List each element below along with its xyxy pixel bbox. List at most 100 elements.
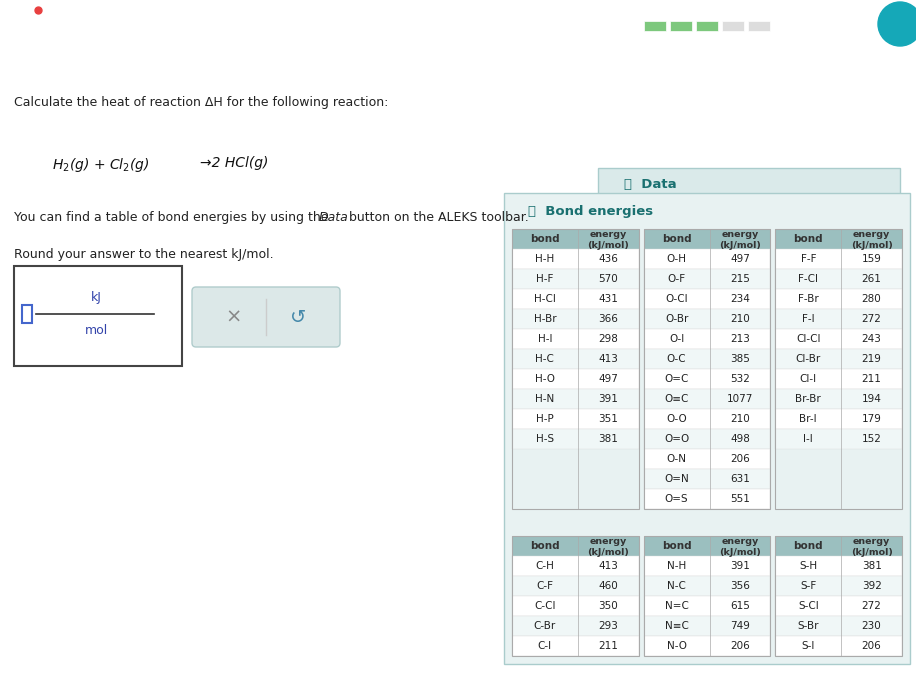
Text: 615: 615 [730,601,750,611]
Text: H$_2$(g) + Cl$_2$(g): H$_2$(g) + Cl$_2$(g) [52,156,149,174]
Bar [644,489,770,509]
Bar [775,576,902,596]
Text: S-H: S-H [799,561,817,571]
Bar [775,369,902,389]
Text: N≡C: N≡C [665,621,689,631]
Bar [644,469,770,489]
Text: 570: 570 [598,274,618,284]
Text: bond: bond [793,541,823,551]
Text: O-Br: O-Br [665,314,688,324]
Text: ×: × [226,307,242,326]
Text: 460: 460 [598,581,618,591]
Text: THERMOCHEMISTRY: THERMOCHEMISTRY [46,5,147,15]
Text: I-I: I-I [803,434,813,444]
Text: O-F: O-F [668,274,686,284]
Text: H-O: H-O [535,374,555,384]
Bar [512,249,638,269]
Text: energy
(kJ/mol): energy (kJ/mol) [719,231,761,249]
Bar [512,389,638,409]
Text: 179: 179 [862,414,881,424]
Bar [775,269,902,289]
Bar [644,269,770,289]
Bar [722,21,744,31]
Text: C-I: C-I [538,641,552,651]
Bar [775,536,902,556]
Text: 152: 152 [862,434,881,444]
Bar [644,576,770,596]
Text: 230: 230 [862,621,881,631]
Bar [512,556,638,576]
Bar [775,429,902,449]
Bar [775,556,902,576]
Text: N-H: N-H [667,561,686,571]
Text: energy
(kJ/mol): energy (kJ/mol) [719,537,761,557]
Text: O=S: O=S [665,494,689,504]
Text: H-C: H-C [536,354,554,364]
Text: Cl-Cl: Cl-Cl [796,334,821,344]
Text: 366: 366 [598,314,618,324]
Bar [512,229,638,509]
Bar [512,289,638,309]
Bar [775,329,902,349]
Bar [644,329,770,349]
Text: energy
(kJ/mol): energy (kJ/mol) [587,231,629,249]
Bar [775,536,902,656]
Text: 194: 194 [862,394,881,404]
Text: 498: 498 [730,434,750,444]
Text: 391: 391 [598,394,618,404]
Text: 211: 211 [598,641,618,651]
Text: C-Br: C-Br [534,621,556,631]
Bar [14,266,182,366]
Bar [775,616,902,636]
Text: bond: bond [530,541,560,551]
Text: O-Cl: O-Cl [665,294,688,304]
Text: 749: 749 [730,621,750,631]
Text: →2 HCl(g): →2 HCl(g) [200,156,268,170]
Text: 298: 298 [598,334,618,344]
Bar [775,229,902,249]
Text: O-H: O-H [667,254,687,264]
Bar [644,229,770,509]
Bar [644,369,770,389]
Text: kJ: kJ [91,291,102,305]
Text: Br-I: Br-I [800,414,817,424]
Text: 206: 206 [730,641,750,651]
Bar [512,369,638,389]
Text: 391: 391 [730,561,750,571]
Text: 261: 261 [862,274,881,284]
Text: H-Br: H-Br [534,314,556,324]
Text: 280: 280 [862,294,881,304]
Text: 219: 219 [862,354,881,364]
Text: S-I: S-I [802,641,815,651]
Text: O=C: O=C [664,374,689,384]
Text: S-Br: S-Br [798,621,819,631]
FancyBboxPatch shape [192,287,340,347]
Bar [512,269,638,289]
Bar [775,349,902,369]
Text: H-H: H-H [535,254,554,264]
Text: N-C: N-C [667,581,686,591]
Bar [670,21,692,31]
Text: 356: 356 [730,581,750,591]
Bar [644,616,770,636]
Text: bond: bond [530,234,560,244]
Text: 350: 350 [598,601,618,611]
Text: H-Cl: H-Cl [534,294,556,304]
Bar [775,249,902,269]
Text: 413: 413 [598,354,618,364]
Text: 413: 413 [598,561,618,571]
Text: 431: 431 [598,294,618,304]
Text: O-N: O-N [667,454,687,464]
Text: 497: 497 [730,254,750,264]
Text: O=N: O=N [664,474,689,484]
Bar [775,636,902,656]
Text: Calculate the heat of reaction ΔH for the following reaction:: Calculate the heat of reaction ΔH for th… [14,96,388,109]
Text: ↺: ↺ [289,307,306,326]
Bar [512,596,638,616]
Text: F-Br: F-Br [798,294,819,304]
Text: 272: 272 [862,314,881,324]
Bar [644,389,770,409]
Bar [512,616,638,636]
Bar [775,409,902,429]
Bar [644,636,770,656]
